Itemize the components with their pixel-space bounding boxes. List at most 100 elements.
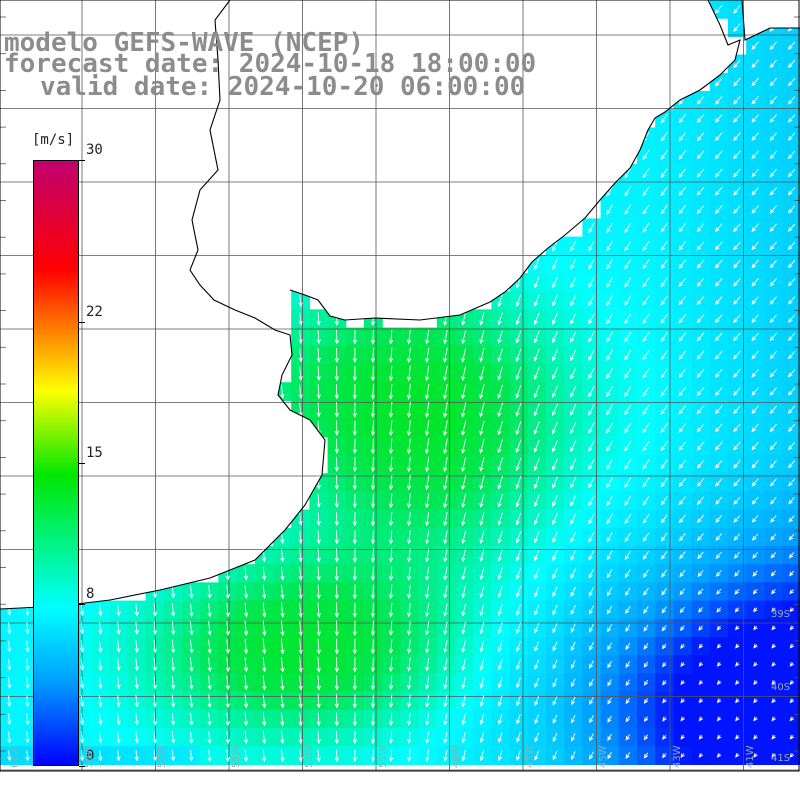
wind-arrow xyxy=(714,132,723,142)
wind-arrow xyxy=(280,548,285,563)
wind-arrow xyxy=(660,386,668,397)
wind-arrow xyxy=(280,749,285,763)
wind-arrow xyxy=(280,584,285,600)
wind-arrow xyxy=(642,404,650,415)
wind-arrow xyxy=(715,551,722,560)
wind-arrow xyxy=(406,602,412,618)
wind-arrow xyxy=(461,567,466,581)
wind-arrow xyxy=(189,639,194,654)
wind-arrow xyxy=(788,496,795,505)
wind-arrow xyxy=(642,331,650,343)
wind-arrow xyxy=(661,606,667,614)
wind-arrow xyxy=(606,605,613,615)
wind-arrow xyxy=(606,313,613,325)
wind-arrow xyxy=(497,677,503,689)
wind-arrow xyxy=(388,347,394,364)
wind-arrow xyxy=(406,493,412,509)
wind-arrow xyxy=(751,241,759,251)
wind-arrow xyxy=(479,438,485,454)
colorbar-tick-label: 8 xyxy=(86,586,95,602)
wind-arrow xyxy=(606,440,613,452)
wind-arrow xyxy=(406,365,412,382)
wind-arrow xyxy=(662,680,667,686)
wind-arrow xyxy=(606,186,613,197)
wind-arrow xyxy=(534,258,540,271)
wind-arrow xyxy=(714,423,723,433)
wind-arrow xyxy=(352,749,358,763)
wind-arrow xyxy=(588,276,595,288)
wind-arrow xyxy=(696,241,705,251)
wind-arrow xyxy=(116,603,121,617)
wind-arrow xyxy=(769,350,777,360)
wind-arrow xyxy=(280,602,285,618)
wind-arrow xyxy=(769,387,777,396)
wind-arrow xyxy=(298,548,303,563)
wind-arrow xyxy=(715,533,723,541)
wind-arrow xyxy=(225,675,231,691)
wind-arrow xyxy=(262,620,267,637)
colorbar-tick-label: 15 xyxy=(86,445,103,461)
wind-arrow xyxy=(425,676,430,690)
wind-arrow xyxy=(280,675,285,691)
wind-arrow xyxy=(497,585,503,599)
wind-arrow xyxy=(607,733,612,742)
wind-arrow xyxy=(370,383,376,400)
wind-arrow xyxy=(789,625,795,631)
wind-arrow xyxy=(225,694,230,709)
wind-arrow xyxy=(716,588,722,595)
wind-arrow xyxy=(751,23,759,32)
wind-arrow xyxy=(588,385,595,398)
wind-arrow xyxy=(443,420,448,437)
wind-arrow xyxy=(7,750,12,762)
wind-arrow xyxy=(516,659,521,671)
wind-arrow xyxy=(660,496,668,506)
wind-arrow xyxy=(588,295,595,307)
wind-arrow xyxy=(534,696,540,707)
wind-arrow xyxy=(407,731,412,744)
wind-arrow xyxy=(243,584,249,600)
wind-arrow xyxy=(497,530,503,544)
wind-arrow xyxy=(624,422,632,434)
wind-arrow xyxy=(98,658,103,672)
wind-arrow xyxy=(443,713,448,726)
wind-arrow xyxy=(425,657,430,672)
wind-arrow xyxy=(734,607,740,613)
wind-arrow xyxy=(461,420,467,436)
wind-arrow xyxy=(789,752,795,758)
wind-arrow xyxy=(751,460,759,469)
wind-arrow xyxy=(298,675,303,691)
wind-arrow xyxy=(714,150,723,160)
wind-arrow xyxy=(533,494,540,508)
wind-arrow xyxy=(552,568,558,580)
wind-arrow xyxy=(533,385,540,399)
wind-arrow xyxy=(735,734,740,740)
wind-arrow xyxy=(370,438,376,455)
wind-arrow xyxy=(406,676,412,690)
wind-arrow xyxy=(642,313,650,324)
wind-arrow xyxy=(388,493,394,509)
wind-arrow xyxy=(515,330,522,344)
wind-arrow xyxy=(280,656,285,673)
wind-arrow xyxy=(787,78,796,87)
wind-arrow xyxy=(588,258,595,270)
wind-arrow xyxy=(497,330,503,344)
wind-arrow xyxy=(461,512,467,527)
wind-arrow xyxy=(570,440,577,453)
wind-arrow xyxy=(25,658,30,671)
wind-arrow xyxy=(334,311,339,327)
wind-arrow xyxy=(316,348,321,363)
wind-arrow xyxy=(696,277,705,287)
wind-arrow xyxy=(678,314,687,324)
wind-arrow xyxy=(624,222,632,233)
wind-arrow xyxy=(552,312,558,325)
wind-arrow xyxy=(787,405,796,414)
wind-arrow xyxy=(606,349,613,361)
wind-arrow xyxy=(642,204,650,215)
wind-arrow xyxy=(280,730,285,745)
wind-arrow xyxy=(660,113,668,124)
wind-arrow xyxy=(534,604,540,616)
wind-arrow xyxy=(552,513,558,526)
wind-arrow xyxy=(225,584,230,600)
wind-arrow xyxy=(698,625,703,631)
wind-arrow xyxy=(570,385,577,398)
